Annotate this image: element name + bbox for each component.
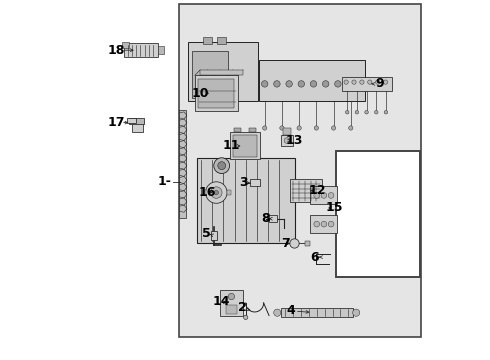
Circle shape [384, 111, 388, 114]
Bar [227, 190, 231, 195]
Text: 3: 3 [240, 176, 248, 189]
Circle shape [314, 193, 319, 198]
Bar [248, 128, 256, 132]
Bar [281, 309, 353, 317]
Bar [311, 186, 337, 204]
Circle shape [374, 111, 378, 114]
Circle shape [321, 193, 327, 198]
Circle shape [297, 126, 301, 130]
Text: 16: 16 [198, 186, 216, 199]
Bar [201, 190, 206, 195]
Circle shape [298, 81, 304, 87]
Circle shape [314, 126, 319, 130]
Text: 13: 13 [286, 134, 303, 147]
Circle shape [331, 126, 336, 130]
Circle shape [365, 111, 368, 114]
Circle shape [274, 309, 281, 316]
Bar [195, 75, 238, 111]
Circle shape [286, 81, 293, 87]
Bar [200, 70, 243, 75]
Bar [337, 151, 420, 277]
Bar [250, 179, 260, 186]
Circle shape [383, 80, 388, 84]
Bar [220, 291, 243, 316]
Circle shape [353, 309, 360, 316]
Bar [198, 79, 234, 108]
Circle shape [375, 80, 380, 84]
Circle shape [335, 81, 341, 87]
Circle shape [352, 80, 356, 84]
Circle shape [228, 293, 235, 300]
Text: 8: 8 [262, 212, 270, 225]
Bar [129, 118, 144, 123]
Circle shape [211, 187, 222, 198]
Bar [126, 118, 136, 123]
Circle shape [290, 239, 299, 248]
Text: 6: 6 [311, 251, 319, 264]
Circle shape [344, 80, 348, 84]
Bar [259, 60, 365, 101]
Text: 7: 7 [281, 237, 290, 250]
Bar [290, 179, 322, 202]
Circle shape [349, 126, 353, 130]
Circle shape [262, 81, 268, 87]
Text: 12: 12 [308, 184, 326, 197]
Text: 4: 4 [286, 305, 295, 318]
Circle shape [328, 221, 334, 227]
Circle shape [328, 193, 334, 198]
Bar [233, 135, 257, 157]
Circle shape [214, 190, 219, 195]
Text: 14: 14 [213, 296, 230, 309]
Text: 11: 11 [222, 139, 240, 152]
Bar [179, 110, 186, 218]
Text: 1-: 1- [158, 175, 172, 188]
Circle shape [280, 126, 284, 130]
Circle shape [347, 81, 353, 87]
Circle shape [244, 315, 248, 319]
Circle shape [345, 111, 349, 114]
Bar [217, 37, 226, 44]
Text: 5: 5 [202, 226, 211, 239]
Text: 9: 9 [375, 77, 384, 90]
Text: 15: 15 [325, 202, 343, 215]
Circle shape [263, 126, 267, 130]
Text: 17: 17 [108, 116, 125, 129]
Bar [196, 158, 295, 243]
Bar [122, 42, 129, 48]
Circle shape [274, 81, 280, 87]
Circle shape [228, 306, 235, 313]
Text: 18: 18 [108, 44, 125, 57]
Bar [211, 231, 217, 240]
Bar [304, 241, 310, 246]
Bar [226, 305, 237, 314]
Bar [203, 37, 212, 44]
Bar [192, 51, 228, 98]
Bar [124, 43, 158, 57]
Circle shape [355, 111, 359, 114]
Bar [281, 135, 293, 146]
Circle shape [360, 80, 364, 84]
Circle shape [321, 221, 327, 227]
Circle shape [214, 158, 230, 174]
Bar [342, 77, 392, 91]
Circle shape [322, 81, 329, 87]
Circle shape [218, 162, 225, 170]
Circle shape [314, 221, 319, 227]
Circle shape [368, 80, 372, 84]
Bar [283, 129, 291, 135]
Bar [269, 215, 277, 222]
Bar [311, 215, 337, 233]
Text: 10: 10 [192, 87, 209, 100]
Bar [132, 122, 143, 132]
Bar [234, 128, 242, 132]
Circle shape [310, 81, 317, 87]
Bar [179, 4, 421, 337]
Circle shape [284, 138, 290, 143]
Bar [188, 42, 258, 101]
Bar [230, 132, 260, 159]
Bar [158, 45, 165, 54]
Text: 2: 2 [238, 301, 247, 314]
Circle shape [205, 182, 227, 203]
